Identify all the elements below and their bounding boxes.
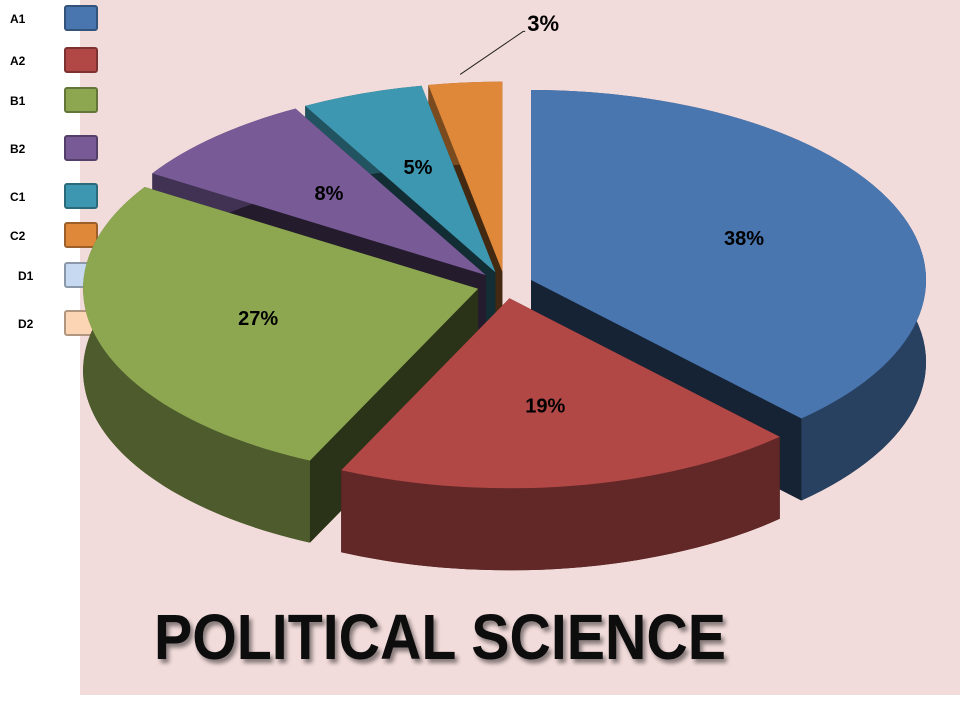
- legend-swatch: [64, 183, 98, 209]
- slice-outer-wall: [83, 186, 310, 543]
- legend-swatch: [64, 135, 98, 161]
- legend-label: C1: [10, 190, 26, 204]
- legend: A1 A2 B1 B2 C1 C2 D1 D2: [10, 5, 98, 336]
- legend-swatch: [64, 5, 98, 31]
- slice: [152, 108, 486, 276]
- legend-label: B2: [10, 142, 26, 156]
- leader-line: [459, 30, 526, 75]
- legend-label: D2: [18, 317, 34, 331]
- slice-outer-wall: [341, 436, 780, 571]
- pie: 38% 19% 27% 8% 5% 3%: [83, 11, 927, 571]
- legend-label: C2: [10, 229, 26, 243]
- slice: [83, 186, 479, 461]
- data-label: 5%: [403, 157, 432, 179]
- legend-swatch: [64, 222, 98, 248]
- slice: [305, 85, 496, 273]
- slice: [428, 81, 503, 272]
- slice: [341, 298, 780, 489]
- legend-label: A2: [10, 54, 26, 68]
- data-label: 3%: [527, 11, 559, 36]
- legend-swatch: [64, 87, 98, 113]
- data-label: 19%: [525, 395, 565, 417]
- slice: [531, 90, 927, 419]
- chart-title: POLITICAL SCIENCE: [154, 601, 726, 673]
- legend-label: D1: [18, 269, 34, 283]
- legend-label: A1: [10, 12, 26, 26]
- legend-swatch: [64, 47, 98, 73]
- data-label: 27%: [238, 308, 278, 330]
- data-label: 38%: [724, 228, 764, 250]
- data-label: 8%: [315, 183, 344, 205]
- legend-label: B1: [10, 94, 26, 108]
